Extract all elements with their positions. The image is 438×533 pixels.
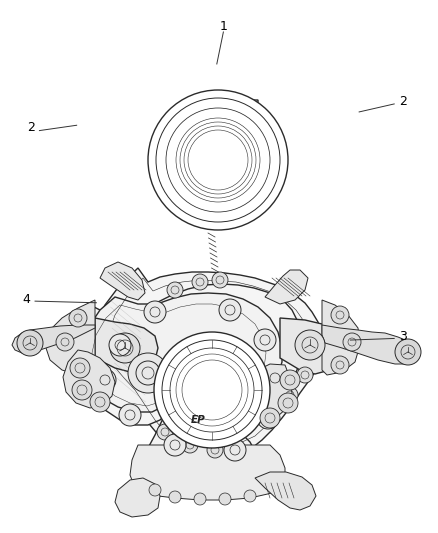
Circle shape	[169, 491, 181, 503]
Circle shape	[207, 442, 223, 458]
Circle shape	[69, 309, 87, 327]
Polygon shape	[100, 262, 145, 300]
Polygon shape	[12, 325, 95, 353]
Circle shape	[164, 434, 186, 456]
Polygon shape	[115, 478, 160, 517]
Polygon shape	[82, 293, 282, 488]
Circle shape	[144, 301, 166, 323]
Polygon shape	[45, 300, 95, 375]
Circle shape	[343, 333, 361, 351]
Text: 2: 2	[399, 95, 407, 108]
Polygon shape	[75, 284, 302, 425]
Circle shape	[257, 407, 279, 429]
Circle shape	[219, 299, 241, 321]
Polygon shape	[265, 270, 308, 304]
Circle shape	[282, 387, 298, 403]
Circle shape	[192, 274, 208, 290]
Polygon shape	[175, 148, 268, 188]
Circle shape	[297, 367, 313, 383]
Circle shape	[72, 380, 92, 400]
Circle shape	[119, 404, 141, 426]
Circle shape	[90, 392, 110, 412]
Polygon shape	[95, 268, 322, 458]
Polygon shape	[95, 318, 158, 372]
Circle shape	[17, 330, 43, 356]
Circle shape	[280, 370, 300, 390]
Circle shape	[260, 408, 280, 428]
Circle shape	[219, 493, 231, 505]
Circle shape	[94, 369, 116, 391]
Circle shape	[148, 90, 288, 230]
Circle shape	[264, 367, 286, 389]
Circle shape	[194, 493, 206, 505]
Circle shape	[70, 358, 90, 378]
Polygon shape	[255, 472, 316, 510]
Polygon shape	[280, 318, 342, 374]
Polygon shape	[130, 445, 285, 500]
Circle shape	[157, 424, 173, 440]
Circle shape	[69, 356, 87, 374]
Circle shape	[110, 333, 140, 363]
Polygon shape	[63, 350, 115, 408]
Circle shape	[331, 356, 349, 374]
Polygon shape	[322, 325, 420, 364]
Text: 4: 4	[22, 293, 30, 306]
Circle shape	[224, 439, 246, 461]
Circle shape	[56, 333, 74, 351]
Text: 1: 1	[219, 20, 227, 33]
Circle shape	[295, 330, 325, 360]
Circle shape	[244, 490, 256, 502]
Text: EP: EP	[191, 415, 205, 425]
Text: 3: 3	[399, 330, 407, 343]
Circle shape	[254, 329, 276, 351]
Text: 2: 2	[27, 122, 35, 134]
Circle shape	[167, 282, 183, 298]
Circle shape	[149, 484, 161, 496]
Circle shape	[109, 334, 131, 356]
Circle shape	[182, 437, 198, 453]
Circle shape	[212, 272, 228, 288]
Polygon shape	[246, 364, 292, 420]
Circle shape	[128, 353, 168, 393]
Circle shape	[278, 393, 298, 413]
Polygon shape	[322, 300, 360, 375]
Circle shape	[154, 332, 270, 448]
Circle shape	[395, 339, 421, 365]
Circle shape	[331, 306, 349, 324]
Polygon shape	[195, 100, 258, 162]
